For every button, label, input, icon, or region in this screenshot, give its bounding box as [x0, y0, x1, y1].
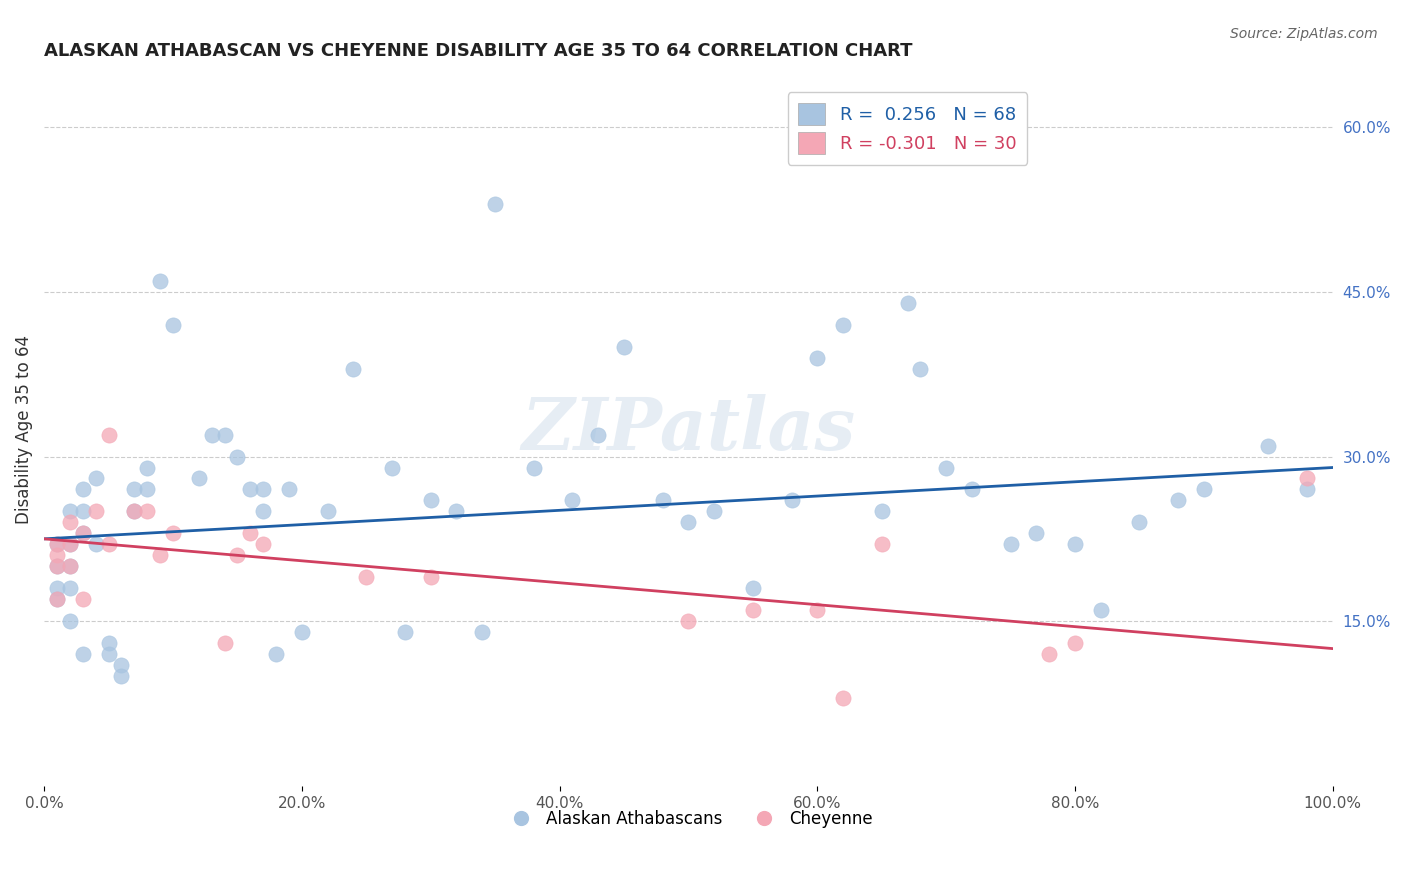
Point [613, 340, 636, 354]
Point [651, 493, 673, 508]
Point [84, 471, 107, 485]
Point [149, 549, 172, 563]
Point [59, 614, 82, 628]
Point [419, 493, 441, 508]
Point [561, 493, 583, 508]
Point [342, 361, 364, 376]
Point [870, 537, 893, 551]
Point [1167, 493, 1189, 508]
Point [97, 537, 120, 551]
Point [935, 460, 957, 475]
Point [1064, 537, 1087, 551]
Point [394, 625, 416, 640]
Point [806, 603, 828, 617]
Point [960, 483, 983, 497]
Point [870, 504, 893, 518]
Point [678, 516, 700, 530]
Point [1257, 439, 1279, 453]
Point [187, 471, 209, 485]
Point [1000, 537, 1022, 551]
Point [46, 537, 69, 551]
Point [381, 460, 404, 475]
Point [72, 592, 94, 607]
Point [1025, 526, 1047, 541]
Point [84, 504, 107, 518]
Point [239, 526, 262, 541]
Point [780, 493, 803, 508]
Point [1296, 483, 1319, 497]
Point [136, 460, 159, 475]
Point [226, 549, 249, 563]
Point [703, 504, 725, 518]
Point [59, 537, 82, 551]
Point [832, 318, 855, 332]
Point [46, 537, 69, 551]
Point [910, 361, 932, 376]
Point [72, 647, 94, 661]
Y-axis label: Disability Age 35 to 64: Disability Age 35 to 64 [15, 334, 32, 524]
Point [72, 504, 94, 518]
Point [59, 559, 82, 574]
Point [72, 526, 94, 541]
Point [446, 504, 468, 518]
Legend: Alaskan Athabascans, Cheyenne: Alaskan Athabascans, Cheyenne [498, 803, 879, 835]
Point [471, 625, 494, 640]
Point [1192, 483, 1215, 497]
Text: Source: ZipAtlas.com: Source: ZipAtlas.com [1230, 27, 1378, 41]
Point [252, 504, 274, 518]
Point [523, 460, 546, 475]
Point [110, 669, 132, 683]
Point [59, 516, 82, 530]
Point [264, 647, 287, 661]
Point [72, 526, 94, 541]
Point [136, 483, 159, 497]
Point [46, 549, 69, 563]
Point [149, 274, 172, 288]
Point [72, 483, 94, 497]
Point [59, 504, 82, 518]
Point [239, 483, 262, 497]
Point [46, 592, 69, 607]
Point [136, 504, 159, 518]
Point [678, 614, 700, 628]
Point [316, 504, 339, 518]
Point [59, 559, 82, 574]
Point [806, 351, 828, 365]
Point [252, 537, 274, 551]
Point [46, 559, 69, 574]
Point [162, 526, 184, 541]
Point [46, 559, 69, 574]
Text: ZIPatlas: ZIPatlas [522, 393, 855, 465]
Point [97, 647, 120, 661]
Point [741, 603, 763, 617]
Point [356, 570, 378, 584]
Point [741, 581, 763, 595]
Point [1038, 647, 1060, 661]
Point [226, 450, 249, 464]
Point [97, 636, 120, 650]
Point [46, 592, 69, 607]
Point [278, 483, 301, 497]
Point [1128, 516, 1150, 530]
Point [201, 427, 224, 442]
Point [484, 197, 506, 211]
Point [84, 537, 107, 551]
Point [1064, 636, 1087, 650]
Point [124, 483, 146, 497]
Point [214, 427, 236, 442]
Point [97, 427, 120, 442]
Point [419, 570, 441, 584]
Point [1296, 471, 1319, 485]
Point [896, 296, 918, 310]
Point [832, 690, 855, 705]
Point [214, 636, 236, 650]
Point [1090, 603, 1112, 617]
Text: ALASKAN ATHABASCAN VS CHEYENNE DISABILITY AGE 35 TO 64 CORRELATION CHART: ALASKAN ATHABASCAN VS CHEYENNE DISABILIT… [44, 42, 912, 60]
Point [124, 504, 146, 518]
Point [59, 537, 82, 551]
Point [124, 504, 146, 518]
Point [46, 581, 69, 595]
Point [162, 318, 184, 332]
Point [586, 427, 609, 442]
